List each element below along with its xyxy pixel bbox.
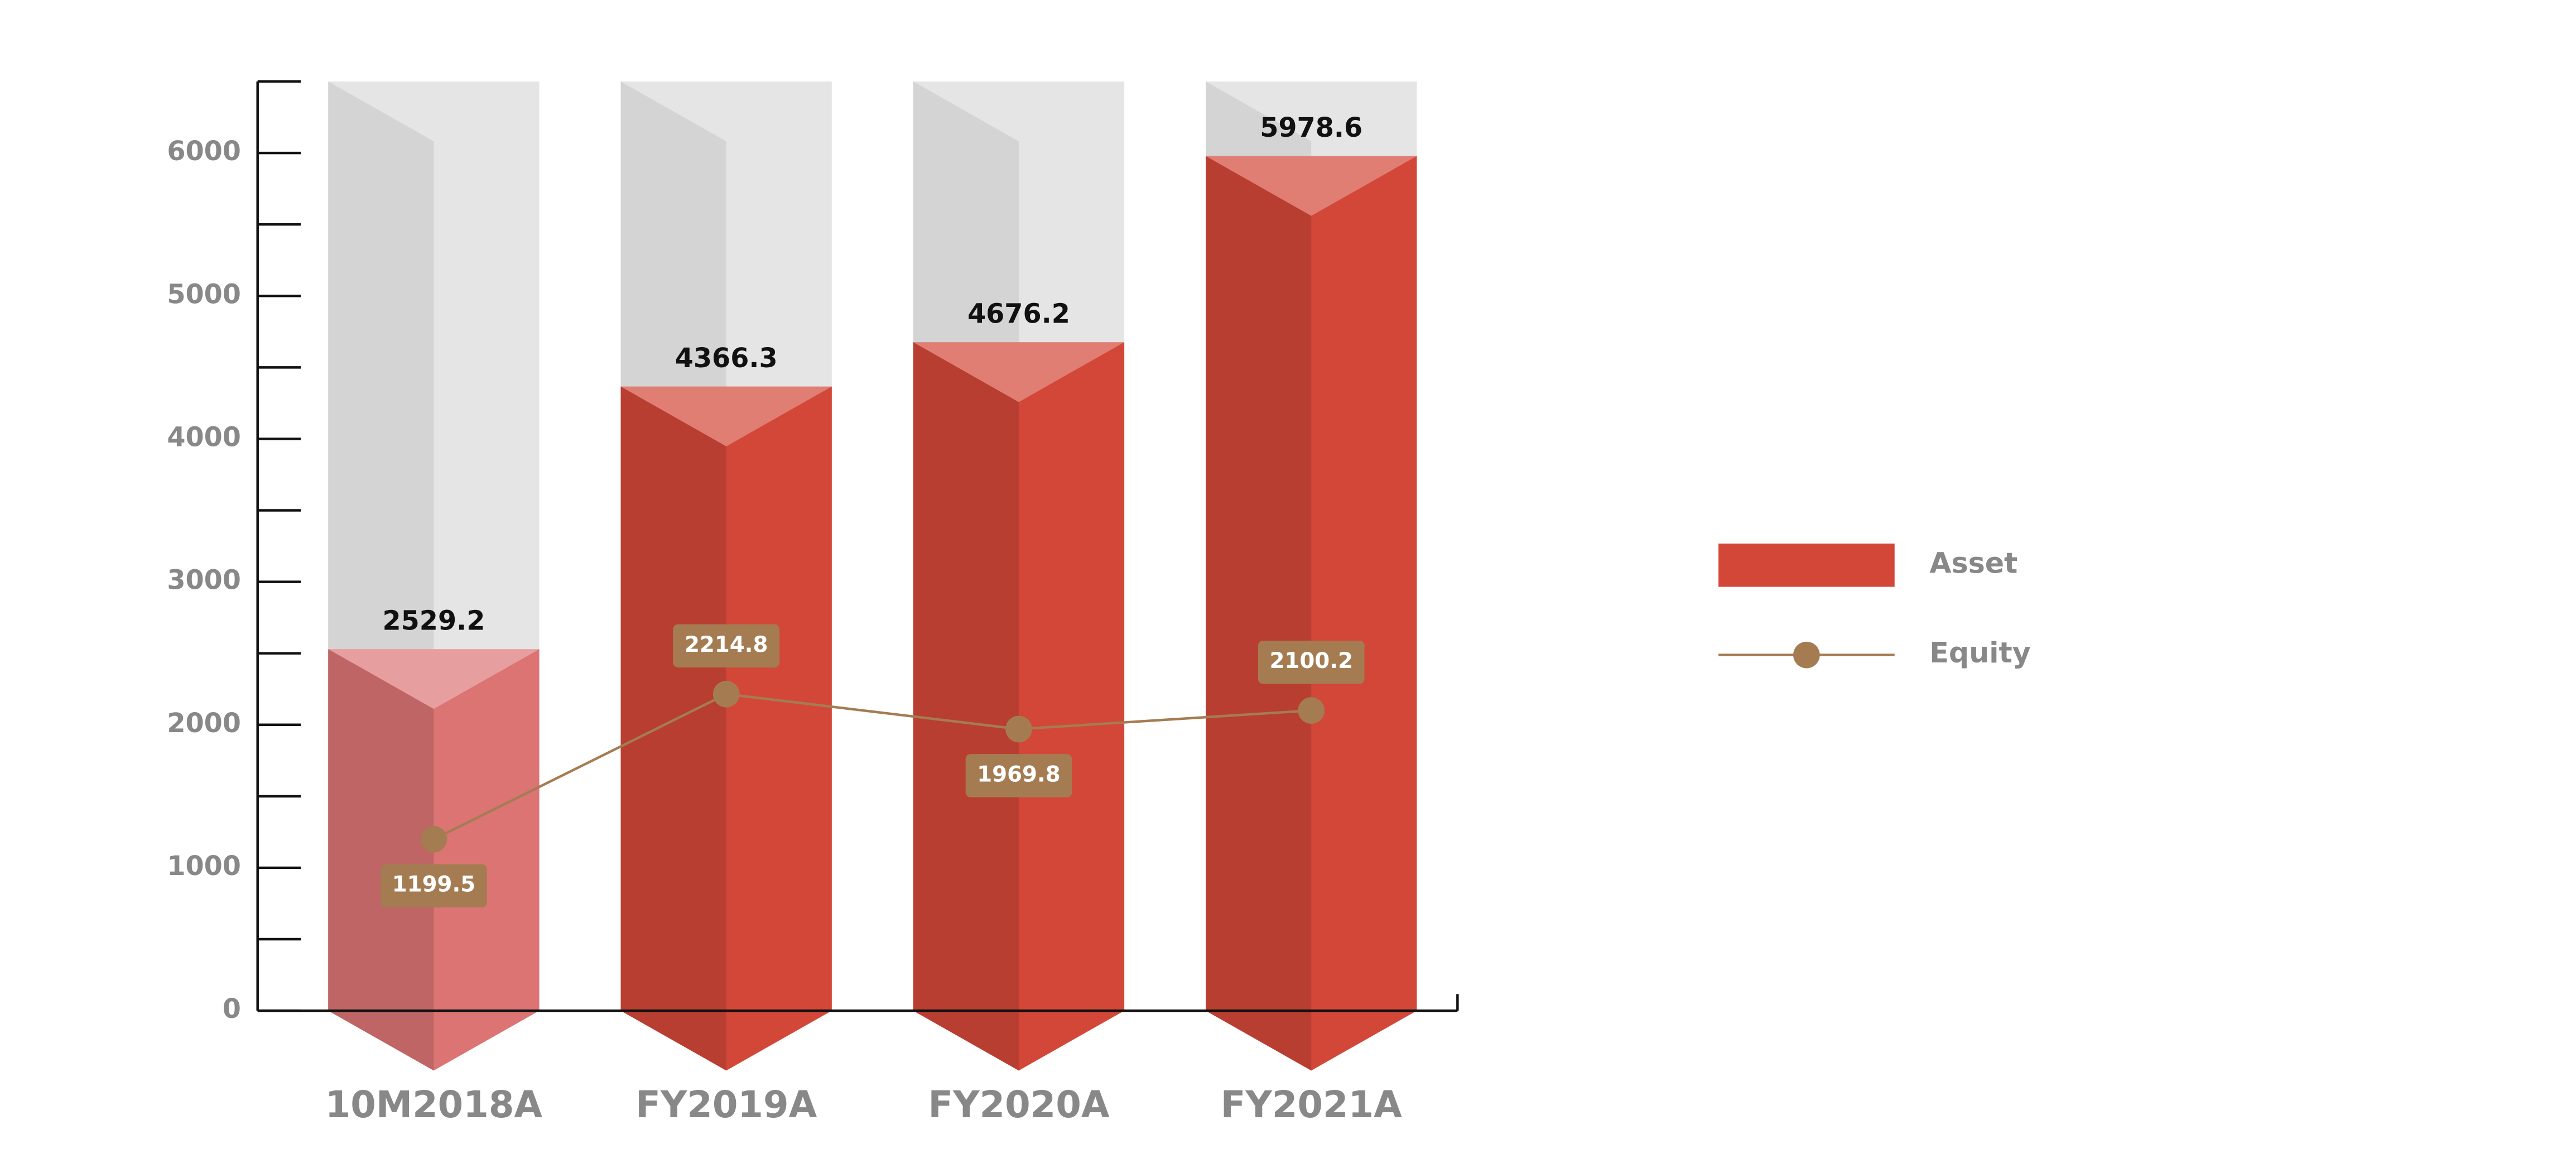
line-point — [712, 680, 740, 708]
y-tick-label: 0 — [223, 994, 241, 1025]
legend-label: Equity — [1929, 636, 2030, 669]
x-tick-label: FY2021A — [1221, 1084, 1403, 1126]
x-tick-label: FY2020A — [928, 1084, 1110, 1126]
point-label: 1969.8 — [977, 762, 1060, 787]
y-tick-label: 6000 — [167, 136, 241, 167]
bar-value-label: 2529.2 — [383, 606, 485, 637]
bar-side — [913, 342, 1019, 1071]
bar-cap — [620, 386, 832, 446]
legend-marker — [1793, 641, 1820, 669]
x-tick-label: 10M2018A — [325, 1084, 543, 1126]
bar-value-label: 5978.6 — [1260, 113, 1362, 143]
bar-value-label: 4366.3 — [675, 343, 778, 374]
bar-side — [620, 386, 726, 1071]
y-tick-label: 4000 — [167, 422, 241, 453]
bar-side — [1206, 156, 1312, 1071]
point-label: 2100.2 — [1269, 648, 1352, 674]
bar-value-label: 4676.2 — [967, 299, 1070, 330]
point-label: 2214.8 — [685, 632, 768, 657]
y-tick-label: 1000 — [167, 851, 241, 882]
point-label-box — [381, 864, 487, 907]
y-tick-label: 5000 — [167, 279, 241, 310]
line-point — [1298, 697, 1325, 724]
line — [433, 693, 1312, 840]
line-point — [1005, 715, 1032, 743]
point-label: 1199.5 — [392, 872, 475, 897]
legend-label: Asset — [1929, 546, 2018, 579]
bar-cap — [328, 649, 540, 709]
bar-cap — [913, 342, 1125, 402]
y-tick-label: 2000 — [167, 708, 241, 739]
point-label-box — [965, 754, 1072, 797]
point-label-box — [673, 624, 780, 668]
bar-cap — [1206, 156, 1417, 216]
y-tick-label: 3000 — [167, 565, 241, 596]
legend-swatch — [1718, 544, 1895, 587]
bar-side — [328, 649, 434, 1071]
point-label-box — [1258, 640, 1365, 684]
line-point — [420, 825, 447, 853]
x-tick-label: FY2019A — [635, 1084, 817, 1126]
